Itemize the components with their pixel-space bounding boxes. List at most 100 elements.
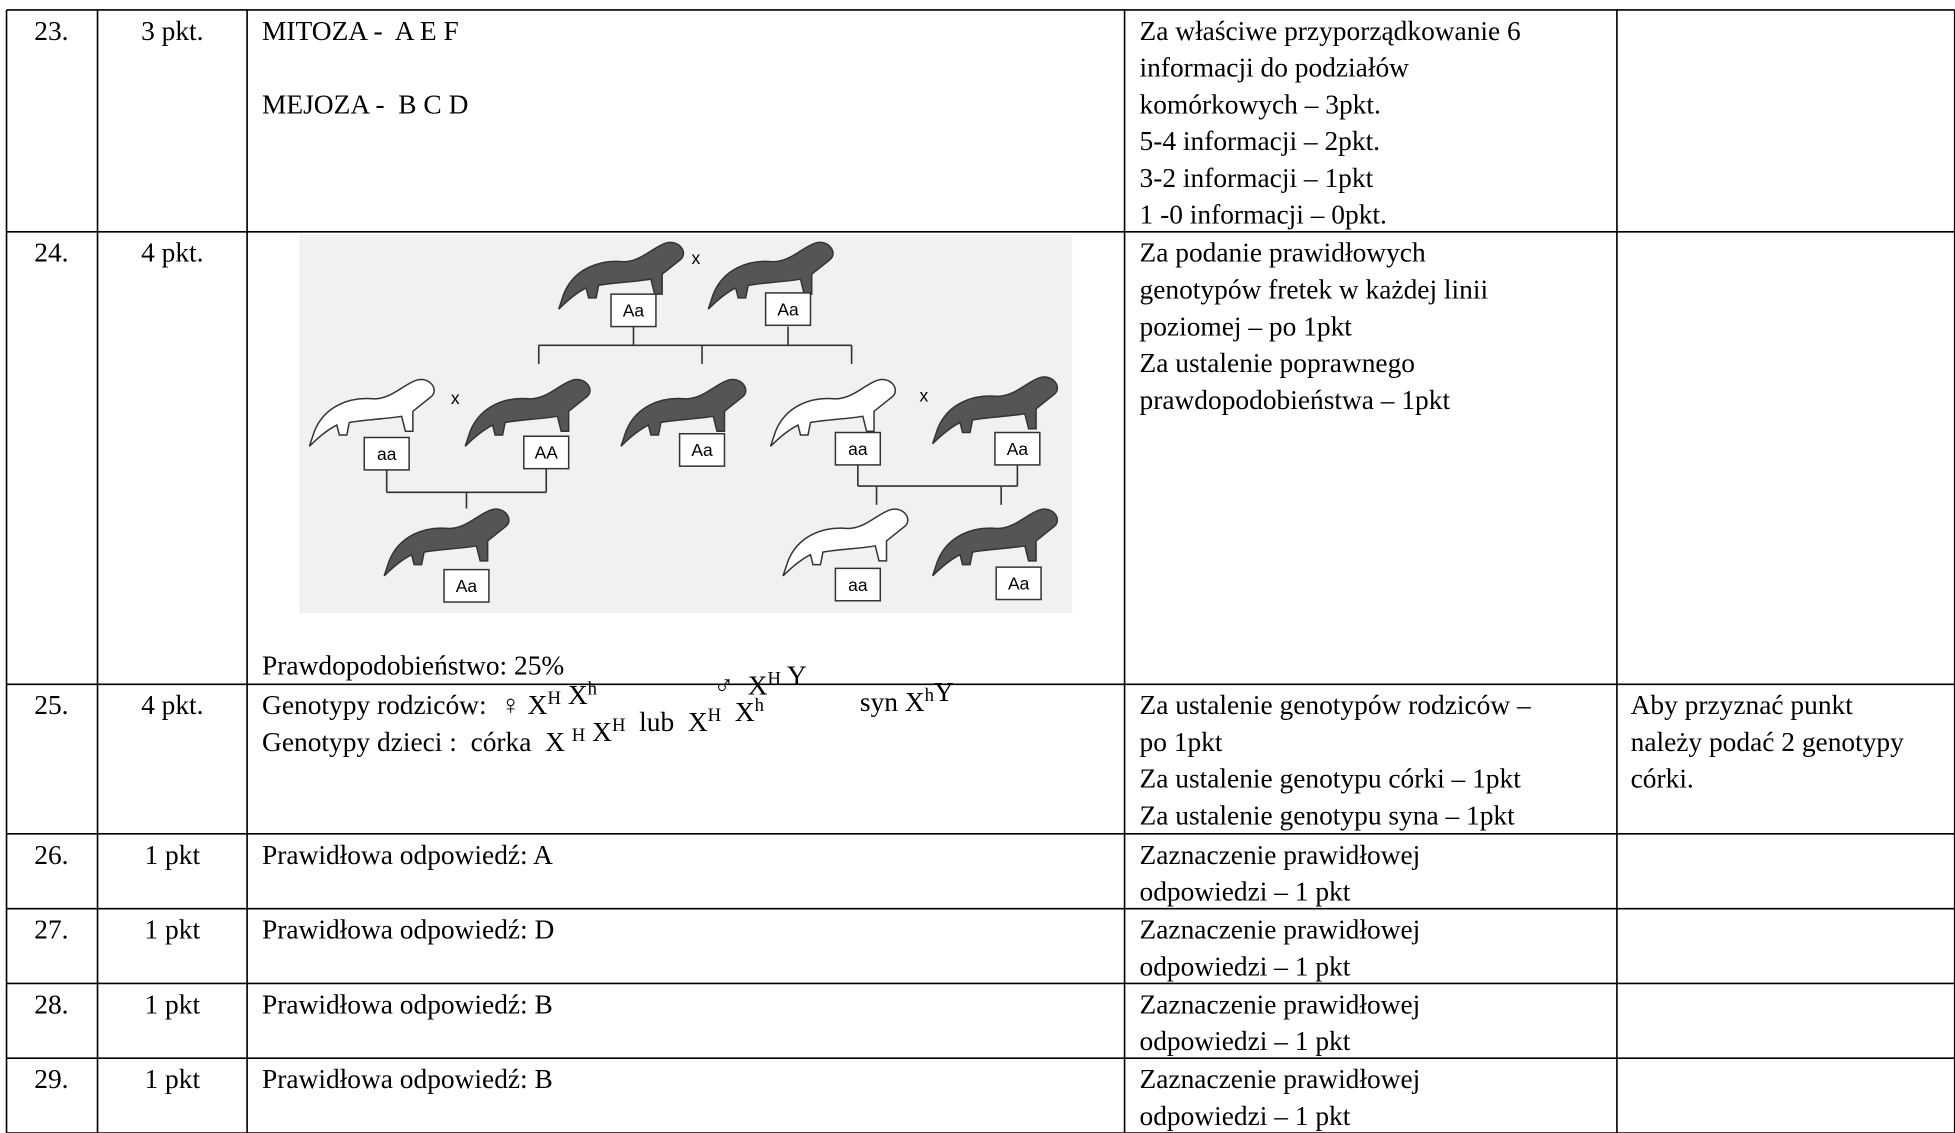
text-segment: Genotypy rodziców: ♀ X: [262, 690, 548, 720]
ferret-icon: [931, 376, 1059, 445]
genotype-box: [834, 431, 882, 466]
cross-symbol: x: [451, 388, 460, 408]
task-points: 1 pkt: [145, 989, 201, 1019]
criteria-line: Za ustalenie genotypu syna – 1pkt: [1140, 801, 1516, 831]
criteria-line: odpowiedzi – 1 pkt: [1140, 1026, 1351, 1056]
task-number: 25.: [34, 690, 68, 720]
pedigree-diagram: Aa Aa aa AA Aa aa Aa Aa aa Aa x x x: [299, 234, 1073, 614]
ferret-icon: [707, 241, 834, 310]
text-segment: ♂ X: [597, 670, 768, 700]
criteria-line: 1 -0 informacji – 0pkt.: [1140, 200, 1387, 230]
answer-line: Prawidłowa odpowiedź: A: [262, 840, 553, 870]
superscript: H: [612, 715, 626, 736]
task-points: 1 pkt: [145, 1064, 201, 1094]
note-line: należy podać 2 genotypy: [1631, 727, 1905, 757]
ferret-icon: [464, 378, 591, 447]
criteria-line: Zaznaczenie prawidłowej: [1140, 1064, 1421, 1094]
task-points: 4 pkt.: [141, 238, 203, 268]
ferret-icon: [557, 241, 685, 310]
text-segment: X: [721, 697, 755, 727]
criteria-line: informacji do podziałów: [1140, 53, 1410, 83]
text-segment: X: [561, 680, 588, 710]
criteria-line: odpowiedzi – 1 pkt: [1140, 951, 1351, 981]
ferret-icon: [769, 378, 897, 447]
answer-line: Prawidłowa odpowiedź: B: [262, 989, 553, 1019]
task-points: 4 pkt.: [141, 690, 203, 720]
criteria-line: 3-2 informacji – 1pkt: [1140, 163, 1374, 193]
task-number: 23.: [34, 16, 68, 46]
criteria-line: Za ustalenie poprawnego: [1140, 348, 1415, 378]
criteria-line: odpowiedzi – 1 pkt: [1140, 1101, 1351, 1131]
task-number: 28.: [34, 989, 68, 1019]
cross-symbol: x: [920, 385, 929, 405]
genotype-label: aa: [848, 439, 868, 459]
criteria-line: genotypów fretek w każdej linii: [1140, 275, 1489, 305]
genotype-box: [834, 567, 882, 602]
answer-line: MEJOZA - B C D: [262, 89, 468, 119]
superscript: h: [755, 695, 765, 716]
task-points: 1 pkt: [145, 915, 201, 945]
criteria-line: komórkowych – 3pkt.: [1140, 89, 1381, 119]
superscript: H: [547, 688, 561, 709]
text-segment: Genotypy dzieci : córka X: [262, 727, 572, 757]
genotype-label: Aa: [1008, 574, 1030, 594]
criteria-line: Za ustalenie genotypu córki – 1pkt: [1140, 764, 1522, 794]
superscript: H: [572, 725, 586, 746]
genotype-label: aa: [377, 444, 397, 464]
answer-line: Prawidłowa odpowiedź: B: [262, 1064, 553, 1094]
task-number: 26.: [34, 840, 68, 870]
superscript: H: [768, 668, 782, 689]
text-segment: syn X: [764, 687, 925, 717]
criteria-line: 5-4 informacji – 2pkt.: [1140, 126, 1381, 156]
criteria-line: Za podanie prawidłowych: [1140, 238, 1426, 268]
criteria-line: Za właściwe przyporządkowanie 6: [1140, 16, 1521, 46]
task-points: 1 pkt: [145, 840, 201, 870]
answer-line: Genotypy dzieci : córka X H XH lub XH Xh…: [262, 677, 954, 757]
genotype-box: [363, 436, 410, 471]
task-points: 3 pkt.: [141, 16, 203, 46]
genotype-box: [610, 293, 657, 328]
genotype-box: [443, 568, 490, 603]
note-line: Aby przyznać punkt: [1631, 690, 1854, 720]
superscript: H: [708, 705, 722, 726]
genotype-box: [995, 566, 1042, 601]
ferret-icon: [782, 508, 909, 577]
criteria-line: Za ustalenie genotypów rodziców –: [1140, 690, 1531, 720]
superscript: h: [925, 685, 935, 706]
ferret-icon: [383, 508, 510, 577]
genotype-box: [994, 431, 1041, 466]
genotype-box: [764, 292, 812, 327]
text-segment: lub X: [625, 707, 707, 737]
cross-symbol: x: [691, 248, 700, 268]
genotype-label: aa: [848, 575, 868, 595]
genotype-label: Aa: [456, 576, 478, 596]
task-number: 24.: [34, 238, 68, 268]
criteria-line: poziomej – po 1pkt: [1140, 311, 1353, 341]
superscript: h: [588, 678, 598, 699]
task-number: 29.: [34, 1064, 68, 1094]
text-segment: X: [585, 717, 612, 747]
task-number: 27.: [34, 915, 68, 945]
genotype-label: Aa: [777, 299, 799, 319]
answer-line: Prawdopodobieństwo: 25%: [262, 650, 564, 680]
genotype-box: [678, 433, 726, 467]
genotype-box: [523, 435, 570, 470]
answer-line: Prawidłowa odpowiedź: D: [262, 915, 554, 945]
ferret-icon: [931, 508, 1059, 577]
criteria-line: po 1pkt: [1140, 727, 1223, 757]
genotype-label: Aa: [1007, 439, 1029, 459]
criteria-line: Zaznaczenie prawidłowej: [1140, 840, 1421, 870]
criteria-line: prawdopodobieństwa – 1pkt: [1140, 385, 1451, 415]
criteria-line: Zaznaczenie prawidłowej: [1140, 915, 1421, 945]
criteria-line: odpowiedzi – 1 pkt: [1140, 877, 1351, 907]
text-segment: Y: [934, 677, 954, 707]
genotype-label: Aa: [691, 440, 713, 460]
criteria-line: Zaznaczenie prawidłowej: [1140, 989, 1421, 1019]
genotype-label: AA: [535, 443, 559, 463]
genotype-label: Aa: [623, 301, 645, 321]
answer-line: MITOZA - A E F: [262, 16, 459, 46]
ferret-icon: [620, 378, 747, 447]
answer-line: Genotypy rodziców: ♀ XH Xh ♂ XH Y: [262, 660, 807, 720]
